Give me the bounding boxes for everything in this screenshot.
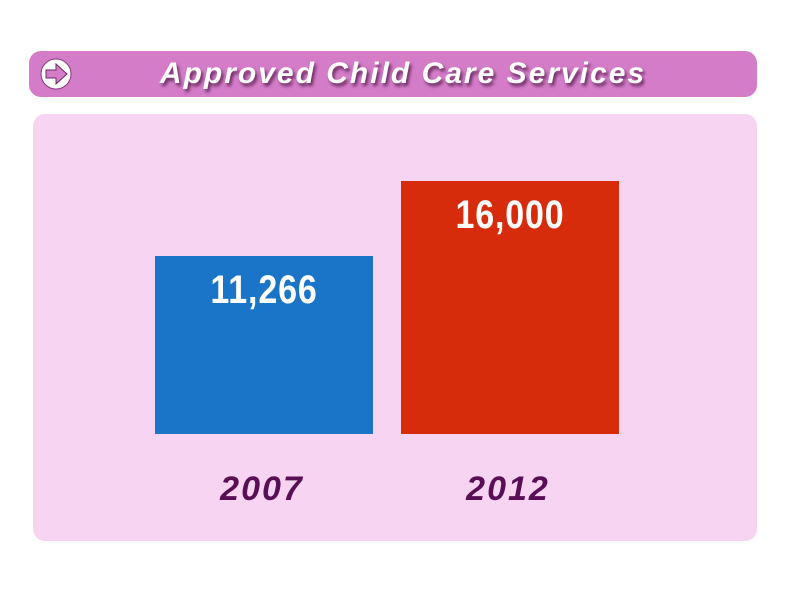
bar-2007: 11,266 [155, 255, 373, 434]
chart-title: Approved Child Care Services [159, 57, 647, 90]
bar-2012: 16,000 [401, 181, 619, 434]
x-tick-label: 2012 [466, 470, 550, 508]
title-banner: Approved Child Care Services [29, 51, 757, 97]
data-label: 11,266 [210, 267, 318, 312]
chart-panel [33, 114, 757, 541]
data-label: 16,000 [455, 193, 565, 237]
arrow-right-circle-icon [40, 58, 72, 90]
x-tick-label: 2007 [220, 470, 304, 508]
